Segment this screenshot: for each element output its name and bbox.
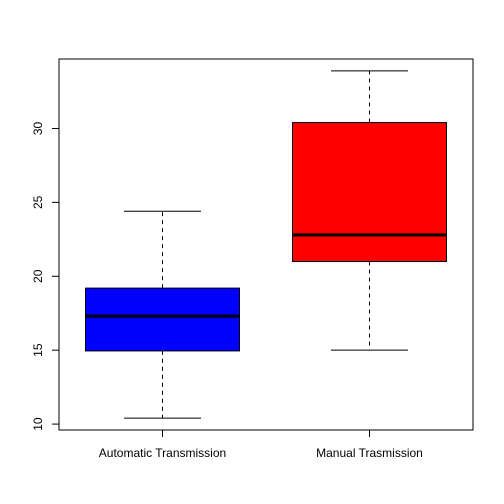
boxes-group <box>85 70 447 419</box>
y-tick-label: 15 <box>31 343 45 357</box>
y-tick-label: 25 <box>31 195 45 209</box>
y-axis: 10 15 20 25 30 <box>31 121 60 431</box>
x-tick-label: Manual Trasmission <box>316 446 423 460</box>
y-tick-label: 20 <box>31 269 45 283</box>
iqr-box <box>292 122 447 262</box>
y-tick-label: 30 <box>31 121 45 135</box>
x-tick-label: Automatic Transmission <box>99 446 226 460</box>
y-tick-label: 10 <box>31 417 45 431</box>
iqr-box <box>85 287 240 352</box>
box-series <box>292 70 447 351</box>
box-series <box>85 210 240 419</box>
x-axis: Automatic Transmission Manual Trasmission <box>99 429 423 460</box>
